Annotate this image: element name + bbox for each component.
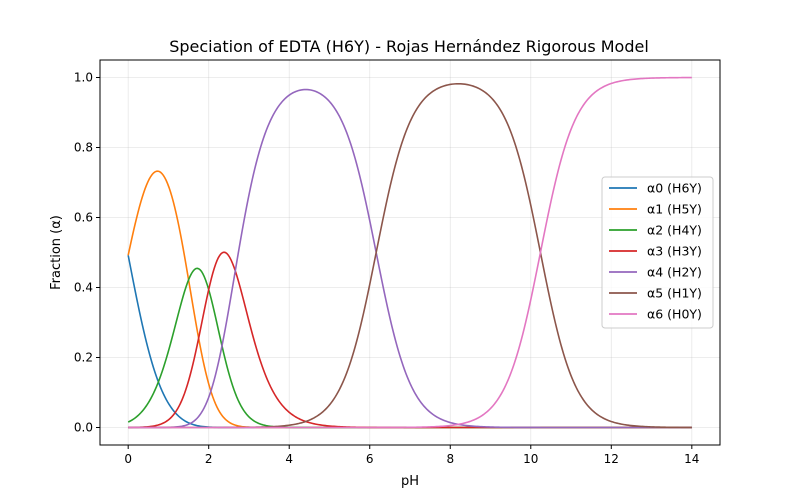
- x-tick-label: 14: [684, 452, 699, 466]
- legend-box: [601, 176, 714, 329]
- legend-label-6: α6 (H0Y): [647, 307, 702, 322]
- x-tick-label: 10: [523, 452, 538, 466]
- legend-label-0: α0 (H6Y): [647, 181, 702, 196]
- legend-label-4: α4 (H2Y): [647, 265, 702, 280]
- grid-lines: [100, 60, 720, 445]
- legend-label-1: α1 (H5Y): [647, 202, 702, 217]
- x-tick-label: 6: [366, 452, 374, 466]
- series-line-4: [128, 88, 692, 429]
- x-tick-label: 12: [604, 452, 619, 466]
- x-tick-label: 4: [285, 452, 293, 466]
- series-line-6: [128, 76, 692, 429]
- chart-title: Speciation of EDTA (H6Y) - Rojas Hernánd…: [169, 37, 649, 56]
- legend-label-5: α5 (H1Y): [647, 286, 702, 301]
- y-tick-label: 0.2: [74, 351, 93, 365]
- y-tick-label: 0.8: [74, 141, 93, 155]
- plot-frame: [99, 59, 721, 446]
- y-axis-label: Fraction (α): [49, 215, 64, 290]
- x-tick-label: 2: [205, 452, 213, 466]
- x-tick-label: 0: [124, 452, 132, 466]
- x-tick-label: 8: [446, 452, 454, 466]
- legend-label-2: α2 (H4Y): [647, 223, 702, 238]
- x-axis-label: pH: [401, 474, 419, 489]
- legend: α0 (H6Y) α1 (H5Y) α2 (H4Y) α3 (H3Y) α4 (H2Y)…: [601, 176, 714, 329]
- axis-ticks: 0 2 4 6 8 10 12 14 0.0 0.2 0.4 0.6 0.8 1.0: [74, 71, 700, 467]
- y-tick-label: 0.6: [74, 211, 93, 225]
- y-tick-label: 0.0: [74, 421, 93, 435]
- y-tick-label: 0.4: [74, 281, 93, 295]
- y-tick-label: 1.0: [74, 71, 93, 85]
- series-lines: [127, 76, 692, 429]
- legend-label-3: α3 (H3Y): [647, 244, 702, 259]
